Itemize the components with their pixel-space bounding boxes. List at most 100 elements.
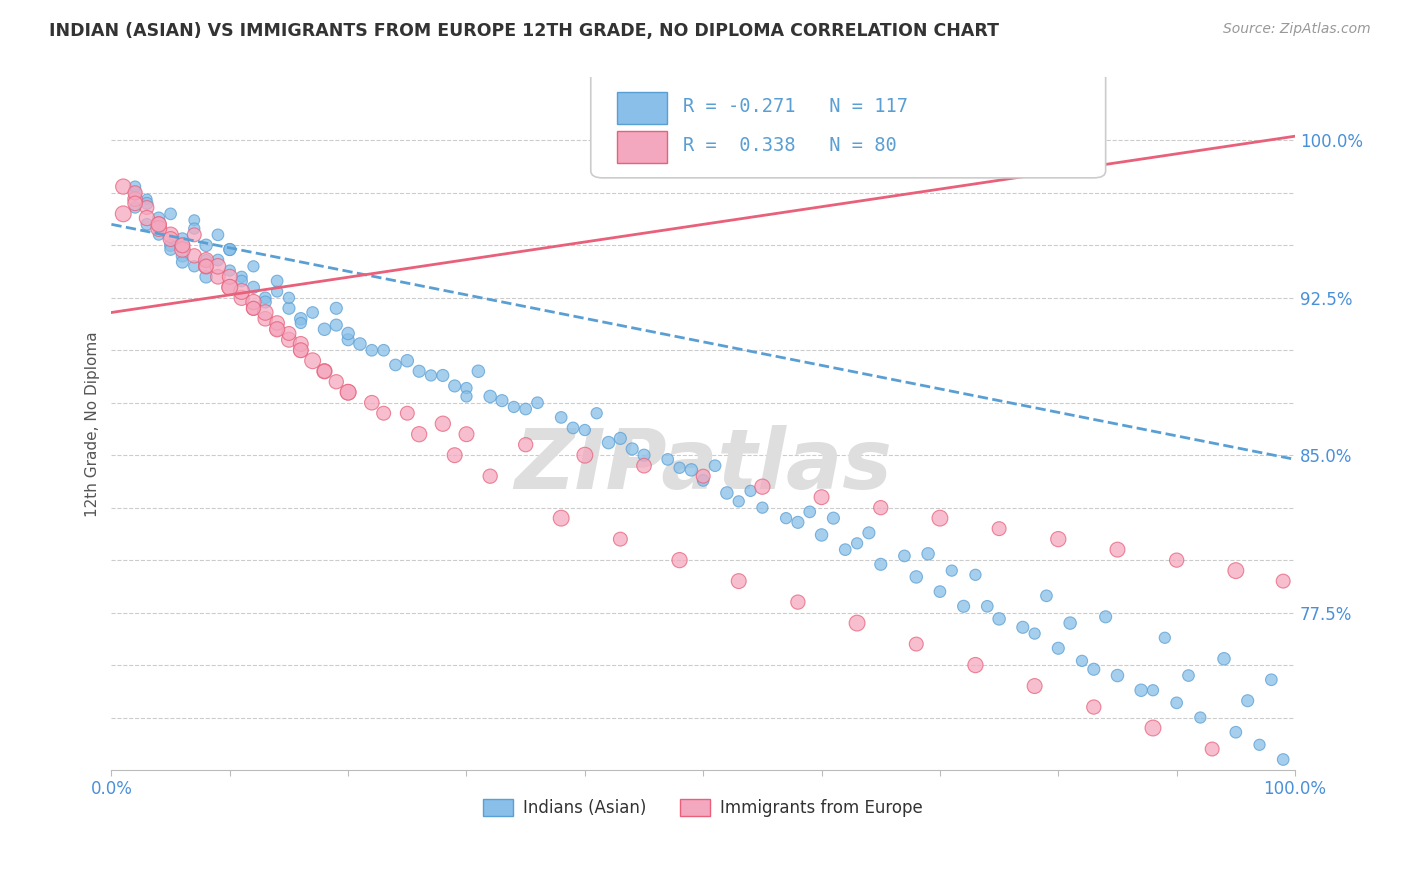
Point xyxy=(183,249,205,263)
Text: R =  0.338   N = 80: R = 0.338 N = 80 xyxy=(683,136,897,155)
Point xyxy=(124,186,146,200)
Text: Source: ZipAtlas.com: Source: ZipAtlas.com xyxy=(1223,22,1371,37)
Point xyxy=(657,452,679,467)
Point xyxy=(124,179,146,194)
Point xyxy=(1047,641,1070,656)
Point xyxy=(290,311,312,326)
Y-axis label: 12th Grade, No Diploma: 12th Grade, No Diploma xyxy=(86,331,100,516)
Point xyxy=(751,480,773,494)
Point xyxy=(231,291,253,305)
Point xyxy=(159,232,181,246)
Point xyxy=(337,385,360,400)
Point xyxy=(290,343,312,358)
Point xyxy=(183,213,205,227)
Point xyxy=(456,389,478,403)
Point xyxy=(515,402,537,417)
Point xyxy=(1059,616,1081,631)
Point xyxy=(242,301,264,316)
Point xyxy=(965,567,987,582)
Point xyxy=(716,486,738,500)
Point xyxy=(432,368,454,383)
Point xyxy=(834,542,856,557)
Point xyxy=(1225,564,1247,578)
Point xyxy=(159,207,181,221)
Point xyxy=(810,528,832,542)
Point xyxy=(231,274,253,288)
Point xyxy=(633,448,655,462)
Point xyxy=(218,280,240,294)
Point xyxy=(278,291,301,305)
Point xyxy=(443,379,465,393)
Point xyxy=(231,285,253,299)
Point xyxy=(598,435,620,450)
Point xyxy=(443,448,465,462)
Point xyxy=(1260,673,1282,687)
Point xyxy=(1024,626,1046,640)
Point xyxy=(609,532,631,546)
Point xyxy=(172,238,194,252)
Point xyxy=(112,179,135,194)
Point xyxy=(952,599,974,614)
Point xyxy=(1130,683,1153,698)
Point xyxy=(148,218,170,232)
Point xyxy=(242,260,264,274)
Point xyxy=(218,269,240,284)
Point xyxy=(562,421,585,435)
Point xyxy=(373,343,395,358)
Point xyxy=(290,337,312,351)
Point xyxy=(1107,668,1129,682)
Point xyxy=(172,249,194,263)
Point xyxy=(159,243,181,257)
Text: R = -0.271   N = 117: R = -0.271 N = 117 xyxy=(683,97,908,116)
Point xyxy=(290,316,312,330)
Point xyxy=(550,410,572,425)
Point xyxy=(135,196,157,211)
Point xyxy=(479,469,502,483)
Point xyxy=(905,637,928,651)
Point xyxy=(301,353,323,368)
Point xyxy=(266,316,288,330)
Point xyxy=(1272,752,1295,766)
Point xyxy=(941,564,963,578)
Point xyxy=(124,192,146,206)
Point xyxy=(456,381,478,395)
Point xyxy=(195,260,218,274)
Point xyxy=(183,227,205,242)
Point xyxy=(1142,721,1164,735)
Point xyxy=(692,474,714,488)
Point xyxy=(112,207,135,221)
Point xyxy=(621,442,644,456)
Point xyxy=(858,525,880,540)
Point xyxy=(195,253,218,268)
Point xyxy=(727,494,749,508)
Point xyxy=(1011,620,1033,634)
Point xyxy=(278,301,301,316)
Point xyxy=(325,318,347,332)
Point xyxy=(337,333,360,347)
Point xyxy=(929,584,952,599)
Point xyxy=(148,221,170,235)
Point xyxy=(195,253,218,268)
Point xyxy=(148,218,170,232)
Point xyxy=(207,260,229,274)
Point xyxy=(1236,694,1258,708)
Point xyxy=(148,211,170,225)
Point xyxy=(550,511,572,525)
Point xyxy=(266,285,288,299)
Point xyxy=(1272,574,1295,588)
FancyBboxPatch shape xyxy=(591,70,1105,178)
Point xyxy=(1083,700,1105,714)
Point xyxy=(1225,725,1247,739)
Point xyxy=(254,305,277,319)
Point xyxy=(266,322,288,336)
Point xyxy=(349,337,371,351)
Point xyxy=(195,269,218,284)
Point xyxy=(325,301,347,316)
Point xyxy=(869,558,891,572)
Point xyxy=(254,311,277,326)
Point xyxy=(360,395,382,409)
Point xyxy=(314,364,336,378)
Point xyxy=(135,211,157,225)
Point xyxy=(266,322,288,336)
Point xyxy=(1094,609,1116,624)
